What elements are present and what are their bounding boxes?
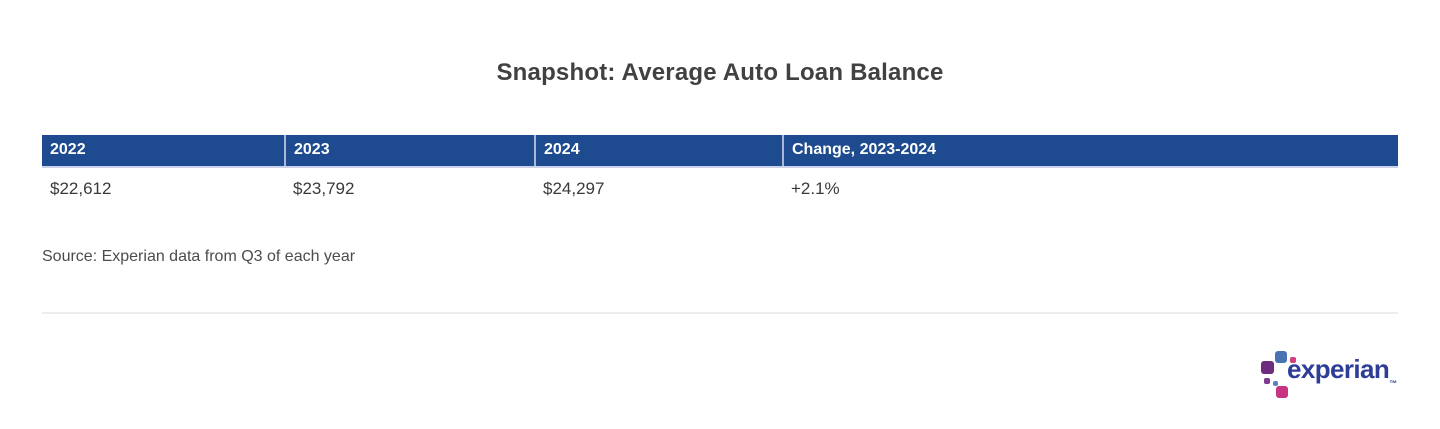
value-2023: $23,792: [293, 179, 355, 198]
column-header-2022: 2022: [42, 135, 286, 168]
page-title: Snapshot: Average Auto Loan Balance: [496, 59, 944, 86]
logo-dot-magenta-large-icon: [1276, 386, 1288, 398]
table-row: $22,612 $23,792 $24,297 +2.1%: [42, 167, 1398, 213]
logo-dot-purple-large-icon: [1261, 361, 1274, 374]
column-header-2024: 2024: [535, 135, 784, 168]
experian-wordmark: experian™: [1287, 354, 1398, 388]
column-header-change: Change, 2023-2024: [783, 135, 1398, 168]
trademark-symbol: ™: [1389, 379, 1398, 388]
column-header-2023: 2023: [285, 135, 536, 168]
logo-dot-blue-small-icon: [1273, 381, 1278, 386]
source-note: Source: Experian data from Q3 of each ye…: [42, 248, 356, 265]
value-change: +2.1%: [791, 179, 840, 198]
table-header-row: 2022 2023 2024 Change, 2023-2024: [42, 135, 1398, 168]
logo-dot-magenta-small-icon: [1290, 357, 1296, 363]
value-2024: $24,297: [543, 179, 605, 198]
horizontal-divider: [42, 312, 1398, 314]
experian-logo: experian™: [1256, 346, 1398, 404]
logo-dot-purple-small-icon: [1264, 378, 1270, 384]
logo-dot-blue-large-icon: [1275, 351, 1287, 363]
value-2022: $22,612: [50, 179, 112, 198]
auto-loan-balance-table: 2022 2023 2024 Change, 2023-2024 $22,612…: [42, 135, 1398, 213]
auto-loan-balance-table-wrap: 2022 2023 2024 Change, 2023-2024 $22,612…: [42, 135, 1398, 213]
